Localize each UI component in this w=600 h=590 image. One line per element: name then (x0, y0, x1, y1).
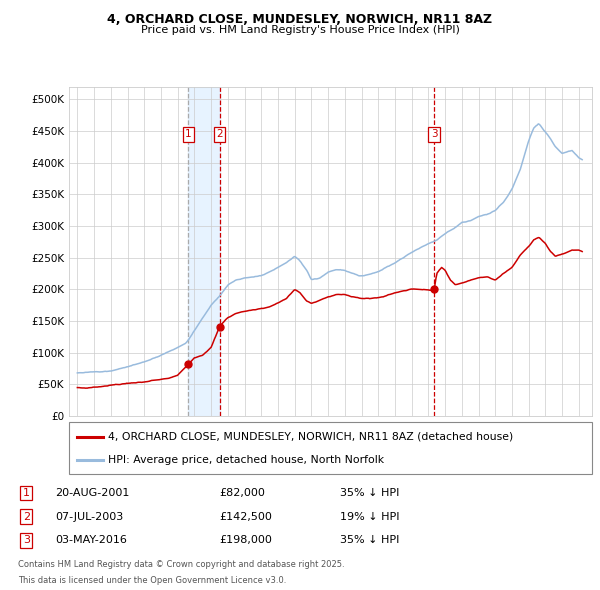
FancyBboxPatch shape (69, 422, 592, 474)
Bar (188, 87, 220, 416)
Text: 3: 3 (431, 129, 437, 139)
Text: 2: 2 (23, 512, 30, 522)
Text: 03-MAY-2016: 03-MAY-2016 (55, 535, 127, 545)
Text: This data is licensed under the Open Government Licence v3.0.: This data is licensed under the Open Gov… (18, 576, 286, 585)
Text: 1: 1 (23, 488, 30, 498)
Text: 35% ↓ HPI: 35% ↓ HPI (340, 488, 400, 498)
Text: 2: 2 (217, 129, 223, 139)
Text: 4, ORCHARD CLOSE, MUNDESLEY, NORWICH, NR11 8AZ: 4, ORCHARD CLOSE, MUNDESLEY, NORWICH, NR… (107, 13, 493, 26)
Text: 35% ↓ HPI: 35% ↓ HPI (340, 535, 400, 545)
Text: £82,000: £82,000 (220, 488, 265, 498)
Text: 19% ↓ HPI: 19% ↓ HPI (340, 512, 400, 522)
Text: Contains HM Land Registry data © Crown copyright and database right 2025.: Contains HM Land Registry data © Crown c… (18, 559, 344, 569)
Text: 4, ORCHARD CLOSE, MUNDESLEY, NORWICH, NR11 8AZ (detached house): 4, ORCHARD CLOSE, MUNDESLEY, NORWICH, NR… (108, 432, 514, 442)
Text: Price paid vs. HM Land Registry's House Price Index (HPI): Price paid vs. HM Land Registry's House … (140, 25, 460, 35)
Text: £142,500: £142,500 (220, 512, 272, 522)
Text: £198,000: £198,000 (220, 535, 272, 545)
Text: 20-AUG-2001: 20-AUG-2001 (55, 488, 130, 498)
Text: 1: 1 (185, 129, 191, 139)
Text: 3: 3 (23, 535, 30, 545)
Text: 07-JUL-2003: 07-JUL-2003 (55, 512, 124, 522)
Text: HPI: Average price, detached house, North Norfolk: HPI: Average price, detached house, Nort… (108, 455, 385, 465)
